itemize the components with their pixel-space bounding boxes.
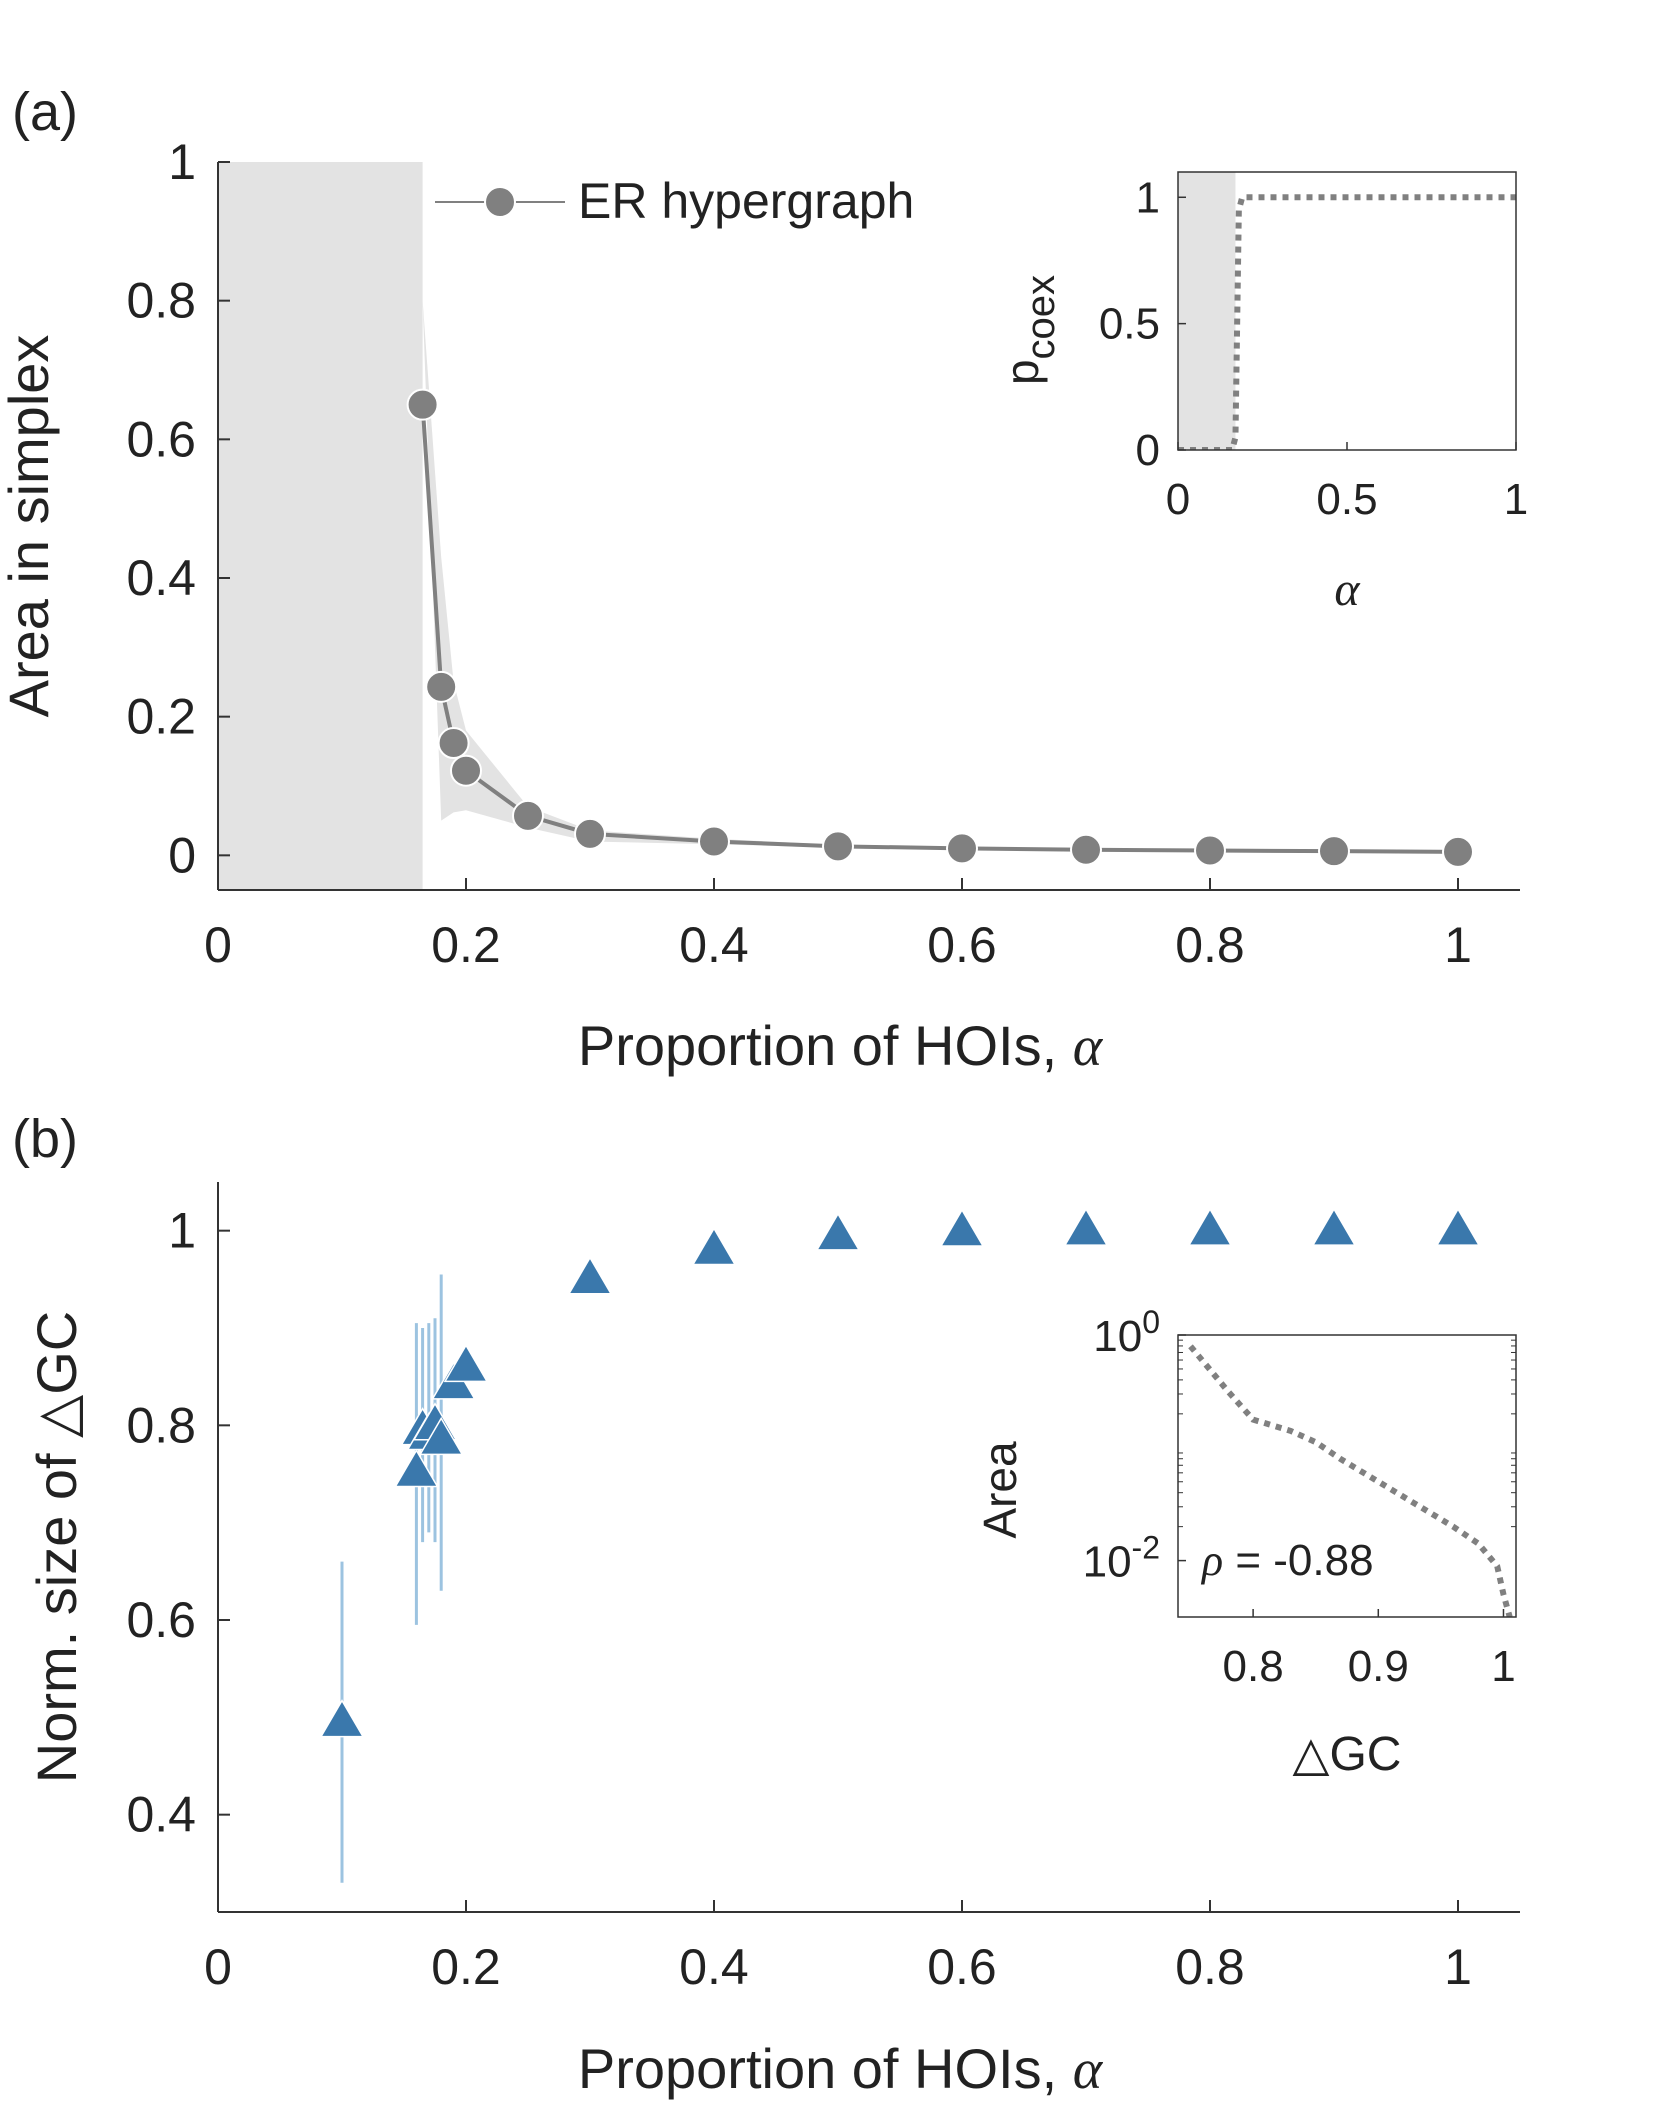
data-point bbox=[425, 670, 458, 703]
triangle-marker bbox=[815, 1212, 861, 1251]
data-point bbox=[822, 830, 854, 863]
data-point bbox=[406, 388, 439, 421]
inset-x-tick-label: 0.8 bbox=[1223, 1642, 1284, 1691]
y-tick-label: 0.6 bbox=[126, 1592, 196, 1648]
triangle-marker bbox=[939, 1208, 985, 1247]
inset-y-tick-label: 0 bbox=[1136, 426, 1160, 475]
panel-a-legend: ER hypergraph bbox=[435, 173, 914, 229]
panel-b-xlabel: Proportion of HOIs, α bbox=[578, 2037, 1104, 2101]
series-line bbox=[420, 404, 1459, 854]
panel-a-shading bbox=[218, 162, 1459, 890]
panel-a: (a) 0 0.2 0.4 0.6 0.8 1 0 0.2 0.4 0.6 0.8 1 Area in… bbox=[0, 82, 1528, 1078]
x-tick-label: 1 bbox=[1444, 1939, 1472, 1995]
inset-x-tick-label: 0.5 bbox=[1316, 475, 1377, 524]
triangle-marker bbox=[1435, 1207, 1481, 1246]
panel-b: (b) 0 0.2 0.4 0.6 0.8 1 0.4 0.6 0.8 1 Norm. size … bbox=[12, 1109, 1520, 2101]
triangle-marker bbox=[1311, 1207, 1357, 1246]
panel-a-ticks: 0 0.2 0.4 0.6 0.8 1 0 0.2 0.4 0.6 0.8 1 bbox=[126, 134, 1471, 973]
triangle-marker bbox=[1187, 1207, 1233, 1246]
panel-b-ticks: 0 0.2 0.4 0.6 0.8 1 0.4 0.6 0.8 1 bbox=[126, 1203, 1471, 1995]
inset-a-xlabel: α bbox=[1334, 563, 1360, 616]
x-tick-label: 0.4 bbox=[679, 917, 749, 973]
y-tick-label: 1 bbox=[168, 134, 196, 190]
inset-shaded-region bbox=[1178, 172, 1236, 450]
panel-a-xlabel: Proportion of HOIs, α bbox=[578, 1014, 1104, 1078]
data-point bbox=[437, 727, 470, 760]
x-tick-label: 0.2 bbox=[431, 917, 501, 973]
inset-y-tick-label: 1 bbox=[1136, 173, 1160, 222]
x-tick-label: 0.8 bbox=[1175, 917, 1245, 973]
data-point bbox=[574, 817, 606, 850]
inset-a-ylabel: pcoex bbox=[996, 275, 1063, 385]
panel-b-inset: 0.8 0.9 1 100 10-2 Area △GC ρ = -0.88 bbox=[974, 1304, 1517, 1781]
inset-a-series bbox=[1178, 172, 1516, 450]
triangle-marker bbox=[567, 1256, 613, 1295]
panel-a-label: (a) bbox=[12, 82, 78, 142]
data-point bbox=[698, 825, 730, 858]
y-tick-label: 0.4 bbox=[126, 550, 196, 606]
x-tick-label: 0.6 bbox=[927, 1939, 997, 1995]
triangle-marker bbox=[319, 1699, 365, 1738]
triangle-marker bbox=[418, 1416, 464, 1456]
data-point bbox=[1070, 833, 1102, 866]
triangle-marker bbox=[443, 1343, 489, 1383]
y-tick-label: 0.2 bbox=[126, 689, 196, 745]
panel-a-ylabel: Area in simplex bbox=[0, 335, 60, 718]
inset-dotted-line bbox=[1188, 1344, 1513, 1617]
panel-b-series bbox=[319, 1207, 1481, 1738]
inset-b-frame bbox=[1177, 1334, 1517, 1618]
inset-x-tick-label: 1 bbox=[1491, 1642, 1515, 1691]
inset-b-series bbox=[1188, 1344, 1513, 1617]
inset-b-background bbox=[1178, 1335, 1516, 1617]
legend-label: ER hypergraph bbox=[578, 173, 914, 229]
y-tick-label: 0.4 bbox=[126, 1787, 196, 1843]
shaded-region bbox=[218, 162, 423, 890]
inset-y-tick-label: 0.5 bbox=[1099, 300, 1160, 349]
x-tick-label: 0.6 bbox=[927, 917, 997, 973]
x-tick-label: 0.8 bbox=[1175, 1939, 1245, 1995]
inset-b-annotation: ρ = -0.88 bbox=[1200, 1536, 1374, 1585]
inset-a-ticks: 0 0.5 1 0 0.5 1 bbox=[1099, 173, 1528, 524]
inset-x-tick-label: 0.9 bbox=[1348, 1642, 1409, 1691]
data-point bbox=[1318, 835, 1350, 868]
panel-b-ylabel: Norm. size of △GC bbox=[25, 1311, 88, 1783]
triangle-marker bbox=[394, 1448, 439, 1488]
inset-dotted-line bbox=[1178, 194, 1516, 450]
x-tick-label: 0 bbox=[204, 1939, 232, 1995]
inset-x-tick-label: 1 bbox=[1504, 475, 1528, 524]
inset-y-tick-label: 10-2 bbox=[1083, 1530, 1160, 1587]
y-tick-label: 0.8 bbox=[126, 1397, 196, 1453]
x-tick-label: 0 bbox=[204, 917, 232, 973]
panel-b-label: (b) bbox=[12, 1109, 78, 1169]
panel-a-inset: 0 0.5 1 0 0.5 1 pcoex α bbox=[996, 171, 1528, 616]
data-point bbox=[1442, 835, 1474, 868]
y-tick-label: 0.6 bbox=[126, 411, 196, 467]
y-tick-label: 0 bbox=[168, 827, 196, 883]
inset-y-tick-label: 100 bbox=[1093, 1304, 1160, 1361]
triangle-marker bbox=[1063, 1207, 1109, 1246]
panel-a-series bbox=[406, 388, 1474, 868]
data-point bbox=[512, 799, 544, 832]
panel-b-plot bbox=[319, 1207, 1481, 1883]
x-tick-label: 1 bbox=[1444, 917, 1472, 973]
panel-a-plot bbox=[218, 162, 1474, 890]
panel-b-errorbars bbox=[340, 1274, 443, 1883]
y-tick-label: 1 bbox=[168, 1203, 196, 1259]
data-point bbox=[450, 754, 482, 787]
inset-b-xlabel: △GC bbox=[1293, 1728, 1402, 1781]
x-tick-label: 0.4 bbox=[679, 1939, 749, 1995]
inset-b-ylabel: Area bbox=[974, 1441, 1026, 1539]
x-tick-label: 0.2 bbox=[431, 1939, 501, 1995]
triangle-marker bbox=[691, 1227, 737, 1266]
y-tick-label: 0.8 bbox=[126, 273, 196, 329]
data-point bbox=[946, 832, 978, 865]
inset-x-tick-label: 0 bbox=[1166, 475, 1190, 524]
data-point bbox=[1194, 834, 1226, 867]
legend-marker bbox=[484, 186, 516, 218]
